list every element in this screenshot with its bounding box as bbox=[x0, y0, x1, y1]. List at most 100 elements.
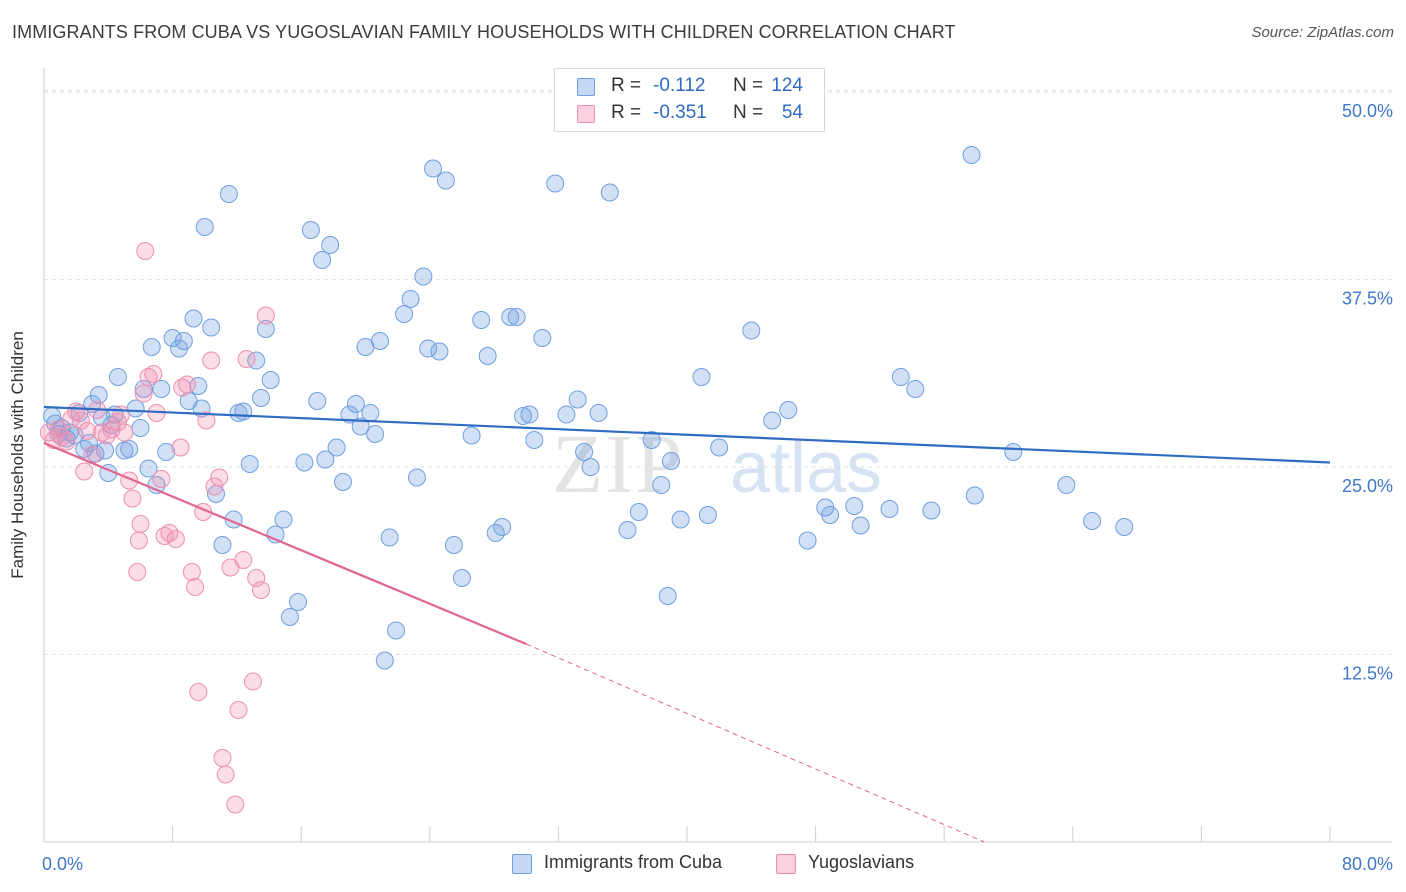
cuba-point bbox=[152, 380, 171, 398]
legend-swatch-yugoslavians bbox=[776, 854, 796, 874]
cuba-point bbox=[821, 506, 840, 524]
yugoslavian-point bbox=[131, 515, 150, 533]
chart-title: IMMIGRANTS FROM CUBA VS YUGOSLAVIAN FAMI… bbox=[12, 22, 956, 42]
cuba-point bbox=[452, 569, 471, 587]
cuba-point bbox=[321, 236, 340, 254]
yugoslavian-point bbox=[226, 795, 245, 814]
cuba-point bbox=[419, 339, 438, 358]
cuba-point bbox=[387, 621, 406, 640]
yugoslavian-trend-extension bbox=[526, 643, 985, 843]
yugoslavian-point bbox=[134, 384, 153, 403]
y-tick-label: 50.0% bbox=[1342, 101, 1393, 121]
cuba-point bbox=[157, 443, 176, 461]
cuba-point bbox=[642, 431, 661, 449]
yugoslavian-point bbox=[197, 411, 216, 430]
cuba-point bbox=[546, 174, 565, 193]
cuba-point bbox=[189, 377, 208, 395]
cuba-point bbox=[256, 320, 275, 338]
cuba-point bbox=[845, 497, 864, 515]
cuba-point bbox=[261, 371, 280, 389]
cuba-point bbox=[507, 308, 526, 326]
yugoslavian-point bbox=[173, 378, 192, 397]
cuba-point bbox=[346, 395, 365, 413]
y-tick-label: 37.5% bbox=[1342, 289, 1393, 309]
cuba-point bbox=[520, 405, 539, 424]
cuba-point bbox=[462, 426, 481, 445]
cuba-point bbox=[581, 458, 600, 476]
cuba-point bbox=[301, 221, 320, 239]
cuba-point bbox=[131, 419, 150, 437]
cuba-point bbox=[763, 411, 782, 430]
cuba-point bbox=[1057, 476, 1076, 494]
cuba-point bbox=[965, 486, 984, 505]
yugoslavian-point bbox=[144, 365, 163, 383]
cuba-point bbox=[652, 476, 671, 494]
yugoslavian-point bbox=[237, 350, 256, 368]
n-label: N = bbox=[733, 102, 764, 123]
cuba-trend-line bbox=[43, 405, 1331, 464]
cuba-point bbox=[671, 510, 690, 529]
cuba-point bbox=[658, 587, 677, 605]
cuba-point bbox=[661, 452, 680, 470]
cuba-point bbox=[340, 405, 359, 424]
cuba-point bbox=[163, 329, 182, 347]
cuba-point bbox=[880, 500, 899, 518]
cuba-point bbox=[240, 455, 259, 473]
cuba-point bbox=[501, 308, 520, 326]
yugoslavian-point bbox=[216, 765, 235, 784]
cuba-point bbox=[288, 593, 307, 611]
cuba-point bbox=[692, 368, 711, 386]
cuba-point bbox=[313, 251, 332, 269]
yugoslavian-point bbox=[252, 581, 271, 599]
cuba-point bbox=[375, 651, 394, 670]
cuba-point bbox=[234, 402, 253, 421]
cuba-point bbox=[316, 450, 335, 469]
cuba-point bbox=[414, 267, 433, 286]
yugoslavian-point bbox=[152, 470, 171, 488]
y-axis-label: Family Households with Children bbox=[8, 331, 27, 579]
cuba-point bbox=[798, 531, 817, 550]
cuba-point bbox=[629, 503, 648, 521]
yugoslavian-point bbox=[128, 563, 147, 581]
yugoslavian-point bbox=[57, 432, 76, 451]
cuba-point bbox=[195, 218, 214, 236]
yugoslavian-point bbox=[166, 530, 185, 548]
cuba-point bbox=[174, 332, 193, 350]
yugoslavian-point bbox=[189, 683, 208, 701]
yugoslavian-point bbox=[115, 423, 134, 442]
stats-box: R = -0.112 N = 124 R = -0.351 N = 54 bbox=[554, 68, 825, 132]
cuba-point bbox=[557, 405, 576, 424]
yugoslavian-point bbox=[256, 306, 275, 325]
cuba-point bbox=[600, 183, 619, 202]
cuba-point bbox=[213, 536, 232, 554]
cuba-point bbox=[710, 438, 729, 457]
legend-label: Yugoslavians bbox=[808, 852, 915, 872]
source-credit: Source: ZipAtlas.com bbox=[1251, 24, 1394, 41]
cuba-point bbox=[589, 404, 608, 422]
yugoslavian-point bbox=[136, 242, 155, 260]
cuba-point bbox=[120, 440, 139, 458]
cuba-point bbox=[295, 453, 314, 472]
r-label: R = bbox=[611, 102, 642, 123]
cuba-point bbox=[444, 536, 463, 554]
cuba-point bbox=[525, 431, 544, 449]
yugoslavian-point bbox=[129, 531, 148, 550]
yugoslavian-point bbox=[171, 438, 190, 457]
yugoslavian-point bbox=[92, 423, 111, 442]
yugoslavian-point bbox=[123, 489, 142, 508]
cuba-point bbox=[575, 443, 594, 461]
cuba-point bbox=[380, 528, 399, 547]
cuba-point bbox=[478, 347, 497, 365]
yugoslavian-point bbox=[186, 578, 205, 596]
cuba-point bbox=[370, 332, 389, 350]
cuba-point bbox=[327, 438, 346, 457]
cuba-point bbox=[1083, 512, 1102, 530]
cuba-point bbox=[395, 305, 414, 323]
stats-swatch-cuba bbox=[577, 78, 595, 96]
yugoslavian-point bbox=[247, 569, 266, 587]
yugoslavian-point bbox=[78, 422, 97, 440]
cuba-point bbox=[568, 390, 587, 409]
cuba-point bbox=[407, 468, 426, 487]
cuba-point bbox=[401, 290, 420, 308]
yugoslavian-point bbox=[182, 563, 201, 581]
